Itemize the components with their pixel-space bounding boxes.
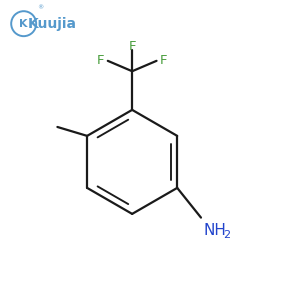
Text: K: K [20,19,28,29]
Text: Kuujia: Kuujia [28,17,77,31]
Text: 2: 2 [224,230,231,240]
Text: F: F [160,54,167,67]
Text: F: F [128,40,136,53]
Text: F: F [97,54,104,67]
Text: NH: NH [204,224,227,238]
Text: ®: ® [37,5,43,10]
